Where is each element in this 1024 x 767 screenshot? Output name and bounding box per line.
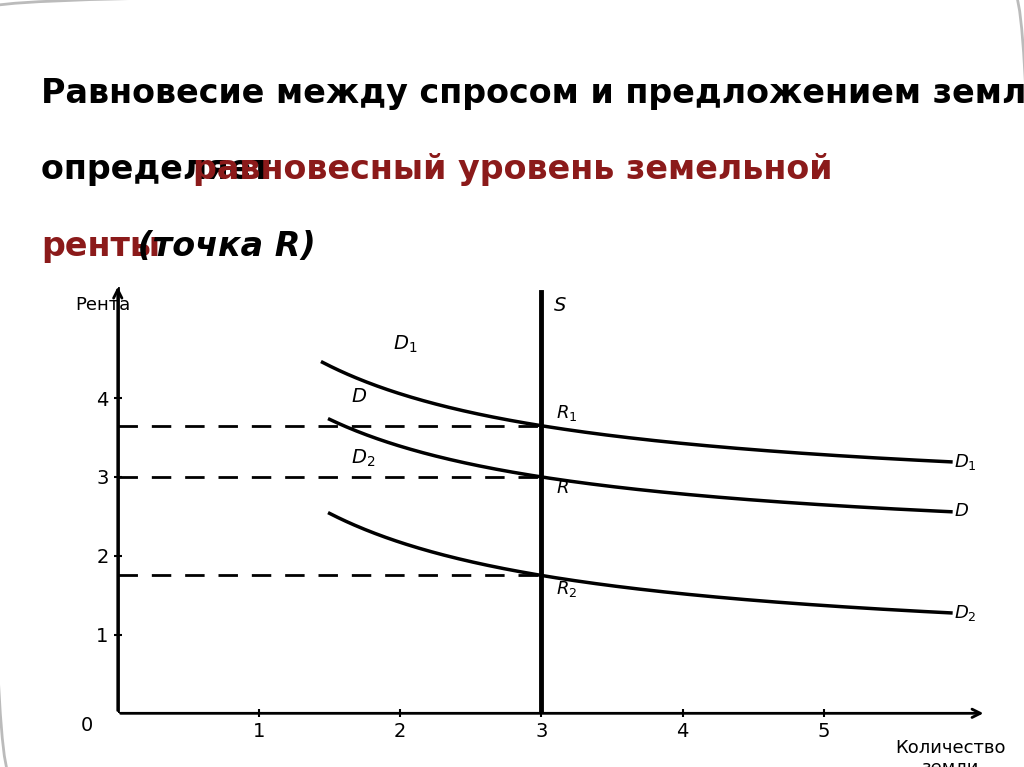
- Text: 0: 0: [81, 716, 93, 735]
- Text: $R$: $R$: [556, 479, 568, 496]
- Text: $R_1$: $R_1$: [556, 403, 577, 423]
- Text: определяет: определяет: [41, 153, 283, 186]
- Text: ренты: ренты: [41, 230, 160, 263]
- Text: $D$: $D$: [351, 387, 367, 406]
- Text: $R_2$: $R_2$: [556, 578, 577, 598]
- Text: $D_2$: $D_2$: [953, 603, 976, 623]
- Text: Рента: Рента: [76, 296, 131, 314]
- Text: равновесный уровень земельной: равновесный уровень земельной: [193, 153, 833, 186]
- Text: $D_1$: $D_1$: [393, 334, 418, 355]
- Text: $D$: $D$: [953, 502, 969, 521]
- Text: $D_1$: $D_1$: [953, 452, 977, 472]
- Text: $S$: $S$: [553, 296, 566, 314]
- Text: $D_2$: $D_2$: [351, 448, 375, 469]
- Text: (точка R): (точка R): [126, 230, 315, 263]
- Text: Количество
земли: Количество земли: [896, 739, 1007, 767]
- Text: Равновесие между спросом и предложением земли: Равновесие между спросом и предложением …: [41, 77, 1024, 110]
